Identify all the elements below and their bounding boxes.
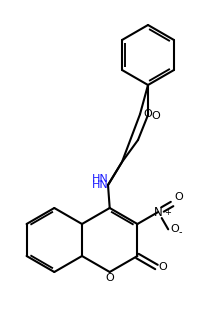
Text: +: +	[164, 208, 171, 217]
Text: N: N	[154, 206, 163, 218]
Text: O: O	[143, 109, 152, 119]
Text: O: O	[158, 262, 167, 272]
Text: HN: HN	[92, 174, 108, 184]
Text: O: O	[170, 224, 179, 234]
Text: HN: HN	[92, 180, 108, 190]
Text: -: -	[178, 227, 182, 237]
Text: O: O	[105, 273, 114, 283]
Text: O: O	[174, 192, 183, 202]
Text: O: O	[151, 111, 160, 121]
